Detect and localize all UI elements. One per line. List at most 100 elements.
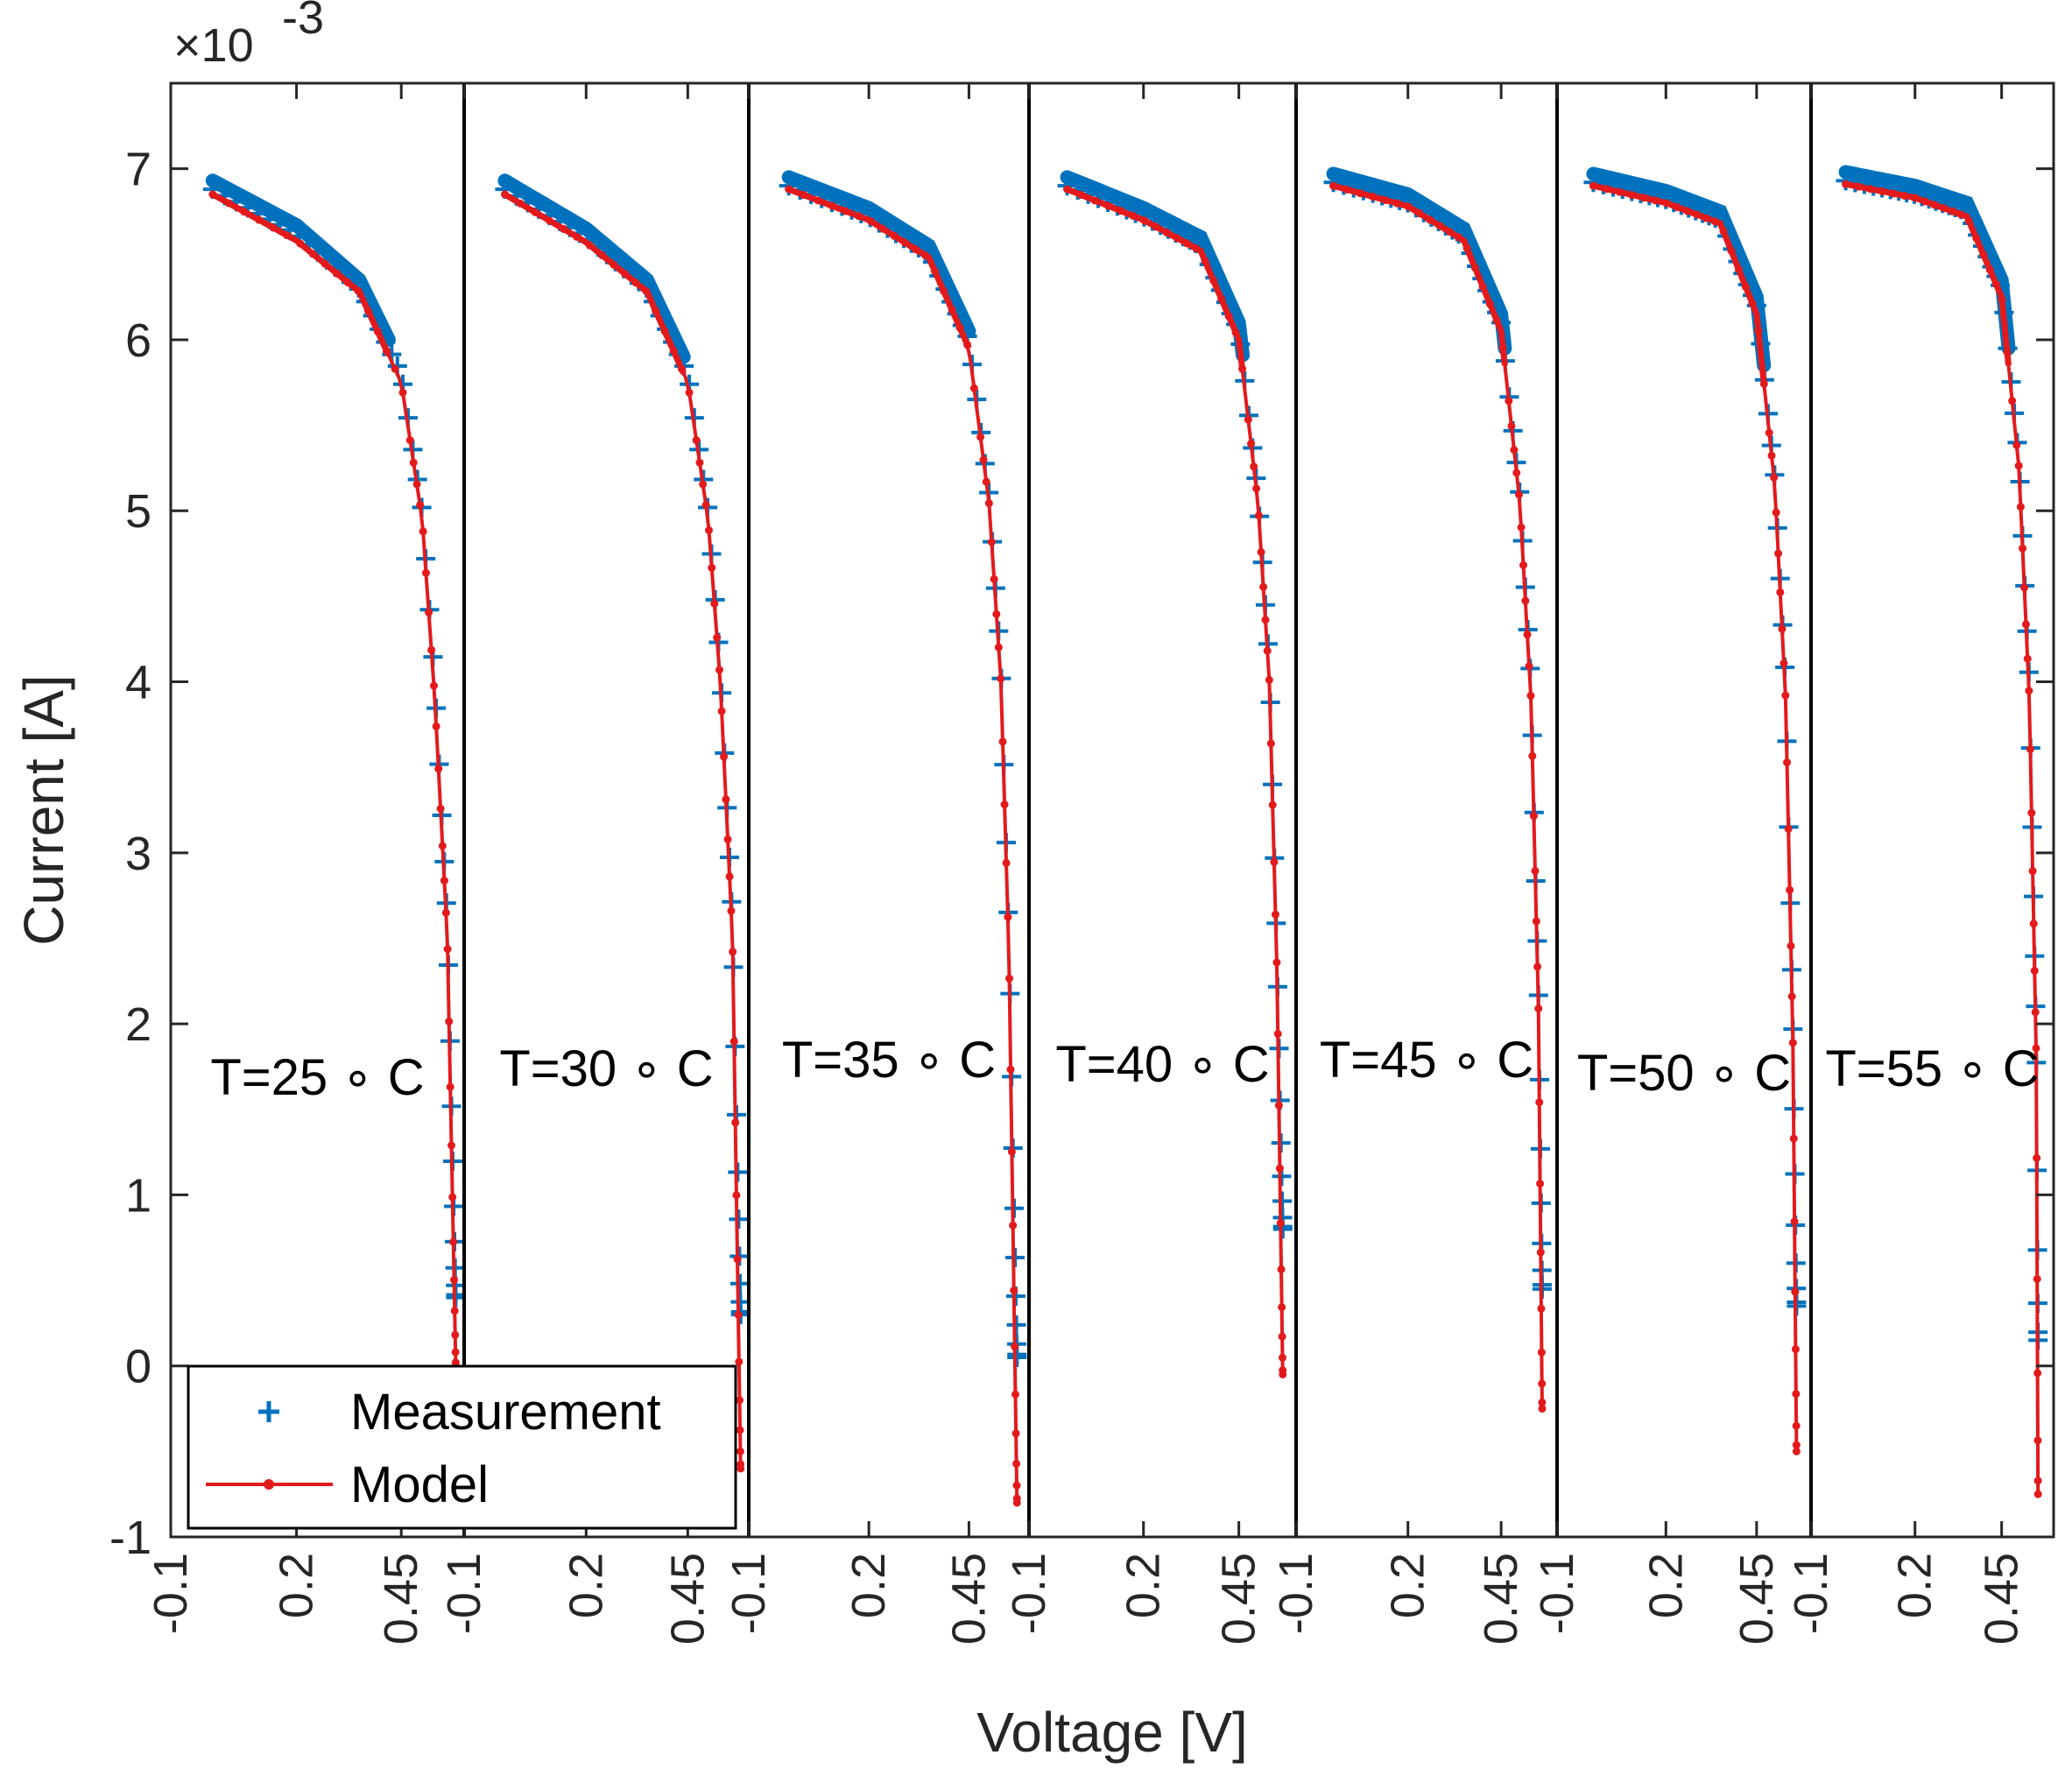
- model-point: [425, 608, 433, 617]
- model-point: [1767, 451, 1776, 460]
- model-point: [1012, 1459, 1021, 1468]
- model-point: [701, 501, 710, 510]
- model-band: [1844, 180, 2012, 366]
- temperature-label: T=35 ∘ C: [782, 1032, 996, 1089]
- model-point: [1528, 751, 1537, 760]
- model-point: [1537, 1348, 1546, 1357]
- model-point: [1780, 659, 1788, 667]
- model-point: [1776, 588, 1785, 596]
- x-tick-label: 0.45: [375, 1553, 427, 1645]
- model-point: [1263, 646, 1272, 655]
- model-point: [2020, 583, 2029, 592]
- x-tick-label: -0.1: [1785, 1553, 1837, 1634]
- model-point: [1257, 547, 1265, 556]
- model-point: [1254, 511, 1263, 520]
- model-point: [2025, 687, 2033, 695]
- model-point: [1787, 941, 1795, 950]
- model-point: [446, 1082, 455, 1091]
- model-point: [1276, 1219, 1285, 1228]
- model-point: [1523, 631, 1532, 639]
- measurement-band: [497, 173, 691, 364]
- y-tick-label: -1: [109, 1512, 152, 1564]
- y-tick-label: 7: [125, 144, 152, 196]
- model-point: [1010, 1286, 1018, 1295]
- y-exponent-label: ×10: [173, 19, 254, 72]
- model-point: [987, 538, 996, 546]
- model-point: [729, 948, 737, 956]
- measurement-point: [1272, 1191, 1293, 1211]
- measurement-band: [1060, 170, 1250, 363]
- model-point: [992, 610, 1001, 618]
- model-point: [731, 1118, 740, 1127]
- model-point: [1790, 1217, 1799, 1226]
- model-point: [1536, 1248, 1545, 1257]
- model-point: [2029, 920, 2038, 928]
- model-point: [2032, 1044, 2040, 1053]
- model-point: [432, 722, 440, 730]
- model-point: [1007, 1147, 1016, 1156]
- model-point: [1505, 397, 1513, 405]
- model-point: [1781, 691, 1790, 700]
- model-point: [695, 458, 704, 467]
- model-point: [1261, 616, 1270, 624]
- model-point: [2033, 1369, 2042, 1378]
- model-point: [1792, 1390, 1801, 1399]
- model-point: [1009, 1221, 1018, 1230]
- model-point: [1533, 962, 1542, 971]
- model-point: [1765, 428, 1773, 437]
- x-tick-label: 0.45: [1976, 1553, 2028, 1645]
- model-point: [2033, 1153, 2041, 1162]
- model-point: [1783, 758, 1792, 767]
- model-point: [1517, 523, 1526, 532]
- model-point: [1788, 1039, 1797, 1047]
- model-point: [2008, 397, 2017, 405]
- plot-area: T=25 ∘ C T=30 ∘ C T=35 ∘ C T=40 ∘ C T=45 ∘ C…: [202, 165, 2048, 1507]
- model-point: [440, 877, 448, 885]
- x-tick-label: -0.1: [1531, 1553, 1583, 1634]
- axes-frame: [169, 81, 2055, 1539]
- x-tick-label: 0.2: [842, 1553, 895, 1618]
- model-point: [1774, 549, 1783, 558]
- model-point: [405, 436, 414, 445]
- model-point: [1510, 446, 1519, 455]
- x-axis-title: Voltage [V]: [976, 1701, 1248, 1764]
- model-point: [398, 388, 407, 397]
- temperature-label: T=55 ∘ C: [1825, 1040, 2039, 1097]
- model-point: [1011, 1390, 1019, 1399]
- x-tick-label: -0.1: [1003, 1553, 1055, 1634]
- model-point: [969, 384, 978, 392]
- model-point: [2033, 1490, 2042, 1498]
- model-point: [1006, 1065, 1015, 1074]
- model-point: [2033, 1436, 2042, 1445]
- x-tick-label: 0.45: [1213, 1553, 1265, 1645]
- model-point: [1787, 992, 1796, 1001]
- x-tick-label: -0.1: [144, 1553, 197, 1634]
- model-point: [1792, 1441, 1801, 1449]
- model-point: [434, 765, 443, 773]
- y-tick-label: 0: [125, 1341, 152, 1393]
- model-point: [2028, 867, 2037, 876]
- model-point: [1265, 675, 1273, 684]
- model-point: [438, 842, 447, 850]
- model-point: [2023, 654, 2032, 663]
- model-point: [1278, 1353, 1286, 1362]
- model-point: [1526, 691, 1535, 700]
- y-tick-label: 3: [125, 828, 152, 880]
- model-point: [1273, 1030, 1282, 1039]
- model-point: [976, 433, 985, 441]
- x-tick-label: 0.2: [1117, 1553, 1170, 1618]
- x-tick-label: 0.2: [1382, 1553, 1434, 1618]
- model-point: [736, 1447, 744, 1455]
- measurement-band: [1326, 166, 1512, 356]
- model-point: [1792, 1447, 1801, 1455]
- model-point: [443, 945, 452, 954]
- model-point: [1271, 910, 1279, 919]
- model-point: [1244, 415, 1252, 424]
- x-tick-label: 0.45: [942, 1553, 995, 1645]
- model-point: [2033, 1274, 2041, 1283]
- model-point: [713, 633, 722, 642]
- model-band: [1066, 186, 1246, 373]
- measurement-point: [1006, 1314, 1026, 1335]
- legend-model-dot: [264, 1479, 274, 1490]
- model-point: [692, 436, 701, 445]
